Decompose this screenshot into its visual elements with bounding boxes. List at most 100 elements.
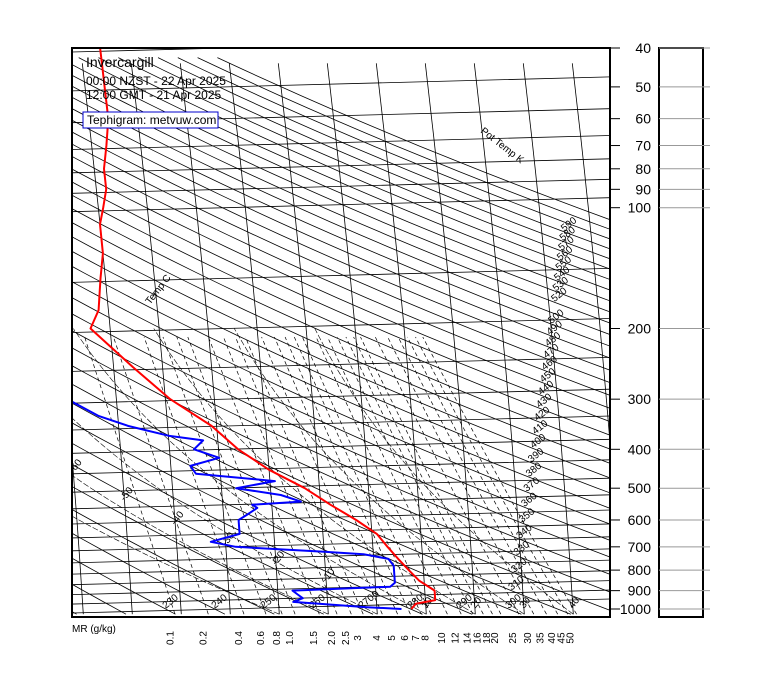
isentrope-line (72, 402, 522, 615)
isentrope-line (72, 365, 610, 611)
isobar-line (72, 580, 610, 596)
pressure-tick-label: 60 (635, 111, 651, 127)
isotherm-line (424, 63, 476, 615)
isentrope-line (72, 236, 610, 479)
isobar-line (72, 570, 610, 586)
moist-adiabat-line (72, 515, 280, 615)
isobar-line (72, 388, 610, 404)
mr-tick-label: 20 (490, 632, 501, 644)
isobar-line (72, 536, 610, 552)
mr-tick-label: 7 (411, 635, 422, 641)
station-name: Invercargill (86, 54, 154, 70)
mr-tick-label: 4 (372, 635, 383, 641)
mixing-ratio-line (302, 336, 432, 615)
mixing-ratio-line (345, 336, 484, 615)
isentrope-line (118, 57, 610, 270)
isentrope-line (72, 74, 610, 313)
pressure-axis: 40 50 60 70 80 90 100 200 300 400 500 600 700 800 900 1… (610, 40, 651, 617)
pressure-tick-label: 1000 (620, 601, 651, 617)
pressure-tick-label: 80 (635, 161, 651, 177)
mr-tick-label: 50 (566, 632, 577, 644)
mixing-ratio-line (261, 336, 383, 615)
isentrope-line (72, 208, 610, 450)
mr-tick-label: 10 (437, 632, 448, 644)
isentrope-line (72, 108, 610, 347)
mr-tick-label: 25 (508, 632, 519, 644)
mr-tick-label: 1.5 (309, 631, 320, 645)
isobar-line (72, 197, 610, 213)
moist-adiabat-line (234, 328, 525, 615)
isobar-line (72, 267, 610, 283)
isentrope-line (137, 57, 610, 260)
mixing-ratio-line (208, 336, 320, 615)
isobar-line (72, 523, 610, 539)
pressure-tick-label: 70 (635, 138, 651, 154)
isentrope-line (98, 57, 610, 280)
moist-adiabat-line (73, 328, 427, 615)
isotherm-line (522, 63, 574, 615)
isentrope-line (72, 330, 610, 575)
dewpoint-trace (72, 400, 402, 610)
mixing-ratio-line (360, 336, 502, 615)
isobar-line (72, 494, 610, 510)
mixing-ratio-line (235, 336, 352, 615)
pressure-tick-label: 90 (635, 181, 651, 197)
isentrope-line (157, 57, 610, 250)
pressure-tick-label: 500 (628, 480, 652, 496)
mixing-ratio-line (336, 336, 474, 615)
mixing-ratio-line (315, 336, 448, 615)
isobar-line (72, 76, 610, 92)
credit-text: Tephigram: metvuw.com (87, 113, 216, 127)
isotherm-line (571, 63, 610, 448)
local-time: 00:00 NZST - 22 Apr 2025 (86, 74, 226, 88)
isentrope-line (72, 194, 610, 436)
mixing-ratio-line (353, 336, 493, 615)
isotherm-line (375, 63, 427, 615)
mixing-ratio-grid (72, 328, 577, 615)
isentrope-line (72, 313, 610, 558)
mr-tick-label: 30 (523, 632, 534, 644)
pressure-tick-label: 200 (628, 321, 652, 337)
pressure-tick-label: 900 (628, 583, 652, 599)
isentrope-line (72, 64, 610, 302)
isobar-line (72, 356, 610, 372)
mixing-ratio-line (284, 336, 411, 615)
isobar-line (72, 477, 610, 493)
isentrope-grid (72, 57, 610, 615)
isentrope-line (72, 442, 423, 615)
mr-tick-label: 14 (462, 632, 473, 644)
moist-adiabat-line (72, 475, 329, 615)
isentrope-line (72, 281, 610, 525)
isentrope-line (197, 57, 610, 230)
isotherm-line (72, 450, 84, 615)
mr-tick-label: 3 (353, 635, 364, 641)
mr-tick-label: 0.8 (272, 631, 283, 645)
mr-axis-label: MR (g/kg) (72, 624, 116, 635)
mixing-ratio-line (274, 336, 398, 615)
isentrope-line (72, 119, 610, 359)
mr-tick-label: 2.5 (341, 631, 352, 645)
isotherm-line (473, 63, 525, 615)
pressure-tick-label: 600 (628, 512, 652, 528)
mr-tick-label: 0.6 (256, 631, 267, 645)
pressure-tick-label: 300 (628, 391, 652, 407)
isentrope-line (72, 297, 610, 541)
pressure-tick-label: 400 (628, 441, 652, 457)
plot-frame (71, 47, 611, 618)
mr-tick-label: 5 (387, 635, 398, 641)
isentrope-line (72, 464, 374, 615)
mixing-ratio-line (374, 336, 520, 615)
mr-tick-label: 40 (547, 632, 558, 644)
isentrope-line (72, 131, 610, 371)
isentrope-line (177, 57, 610, 240)
isentrope-line (72, 222, 610, 464)
mr-tick-label: 0.1 (165, 631, 176, 645)
mr-tick-label: 1.0 (285, 631, 296, 645)
isobar-line (72, 48, 242, 53)
mr-tick-label: 12 (451, 632, 462, 644)
isentrope-line (217, 57, 610, 221)
mixing-ratio-line (187, 336, 296, 615)
mr-tick-label: 35 (536, 632, 547, 644)
temperature-trace (89, 48, 437, 610)
